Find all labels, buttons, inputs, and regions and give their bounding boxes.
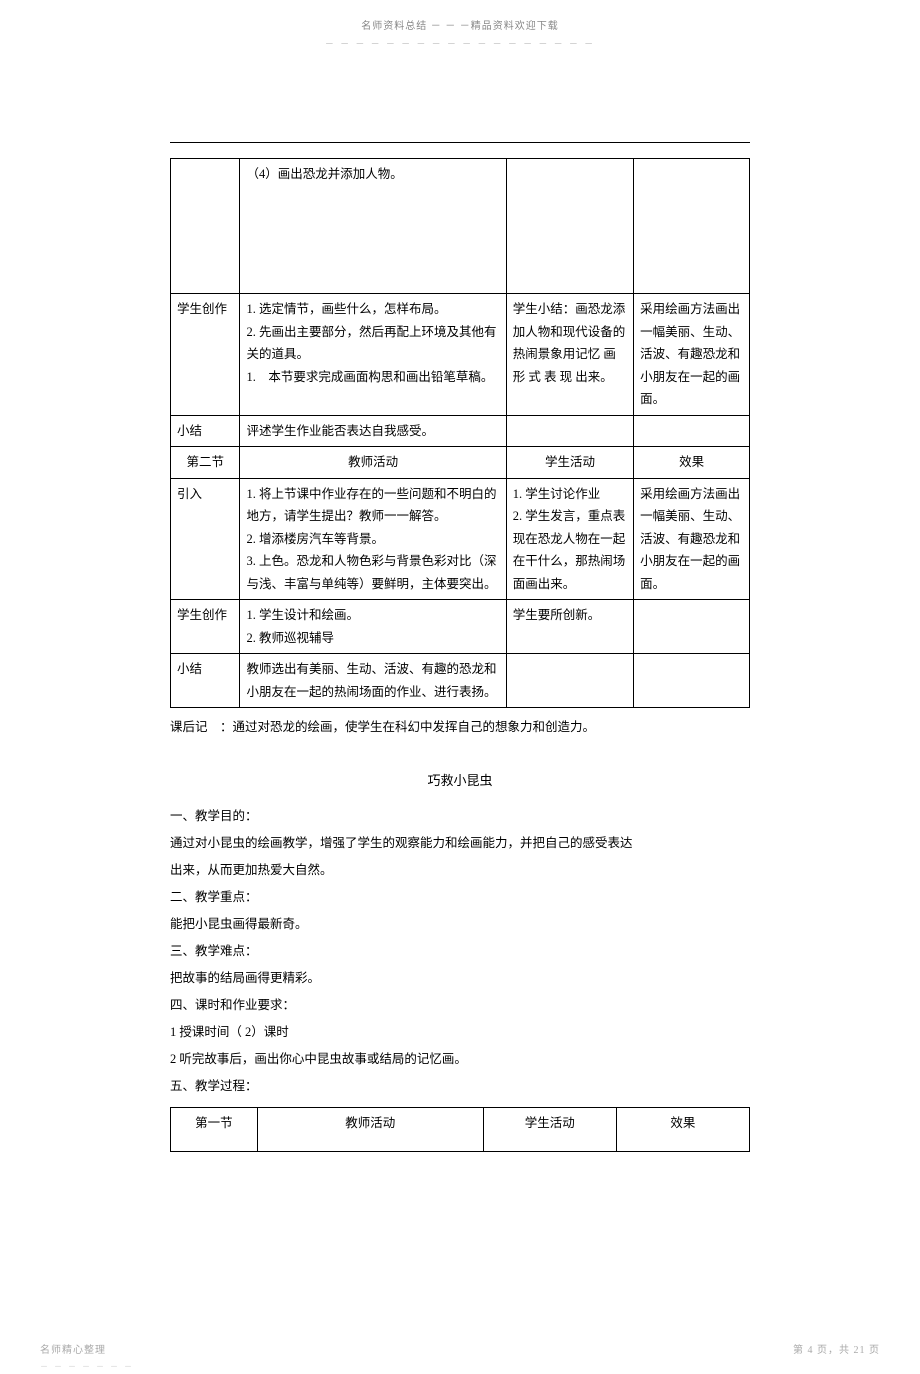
page-content: （4）画出恐龙并添加人物。学生创作1. 选定情节，画些什么，怎样布局。2. 先画… [0,52,920,1172]
table-cell: 1. 选定情节，画些什么，怎样布局。2. 先画出主要部分，然后再配上环境及其他有… [240,294,506,416]
table-cell [634,654,750,708]
table2-header-3: 学生活动 [483,1108,616,1152]
table-cell: 小结 [171,415,240,447]
footer-right: 第 4 页，共 21 页 [793,1342,880,1360]
body-text-block: 一、教学目的： 通过对小昆虫的绘画教学，增强了学生的观察能力和绘画能力，并把自己… [170,804,750,1099]
table-cell: 采用绘画方法画出一幅美丽、生动、活波、有趣恐龙和小朋友在一起的画面。 [634,478,750,600]
table-cell [506,654,633,708]
table-cell: （4）画出恐龙并添加人物。 [240,159,506,294]
page-footer: 名师精心整理 第 4 页，共 21 页 [0,1342,920,1360]
body-p2: 通过对小昆虫的绘画教学，增强了学生的观察能力和绘画能力，并把自己的感受表达 [170,831,750,856]
page-header-line1: 名师资料总结 － － －精品资料欢迎下载 [0,0,920,36]
table-cell: 效果 [634,447,750,479]
table-cell: 学生活动 [506,447,633,479]
footer-left: 名师精心整理 [40,1342,106,1360]
table-cell [634,159,750,294]
table-cell: 小结 [171,654,240,708]
body-p7: 把故事的结局画得更精彩。 [170,966,750,991]
table-cell: 教师活动 [240,447,506,479]
table-row: 学生创作1. 选定情节，画些什么，怎样布局。2. 先画出主要部分，然后再配上环境… [171,294,750,416]
table-row: 小结评述学生作业能否表达自我感受。 [171,415,750,447]
body-p10: 2 听完故事后，画出你心中昆虫故事或结局的记忆画。 [170,1047,750,1072]
table2-header-1: 第一节 [171,1108,258,1152]
body-p8: 四、课时和作业要求： [170,993,750,1018]
page-header-line2: － － － － － － － － － － － － － － － － － － [0,36,920,52]
table-cell: 评述学生作业能否表达自我感受。 [240,415,506,447]
body-p11: 五、教学过程： [170,1074,750,1099]
table2-header-4: 效果 [616,1108,749,1152]
table2-header-2: 教师活动 [257,1108,483,1152]
table-row: 学生创作1. 学生设计和绘画。2. 教师巡视辅导学生要所创新。 [171,600,750,654]
table-cell [506,159,633,294]
table-cell: 第二节 [171,447,240,479]
table-cell: 采用绘画方法画出一幅美丽、生动、活波、有趣恐龙和小朋友在一起的画面。 [634,294,750,416]
table-cell [634,600,750,654]
table-cell: 学生小结：画恐龙添加人物和现代设备的热闹景象用记忆 画 形 式 表 现 出来。 [506,294,633,416]
section-title: 巧救小昆虫 [170,769,750,792]
table-cell: 学生创作 [171,600,240,654]
table-cell [171,159,240,294]
table-cell [506,415,633,447]
body-p4: 二、教学重点： [170,885,750,910]
page-footer-sub: － － － － － － － [0,1360,920,1374]
table-row: 小结教师选出有美丽、生动、活波、有趣的恐龙和小朋友在一起的热闹场面的作业、进行表… [171,654,750,708]
body-p5: 能把小昆虫画得最新奇。 [170,912,750,937]
table-cell: 1. 学生设计和绘画。2. 教师巡视辅导 [240,600,506,654]
secondary-table: 第一节 教师活动 学生活动 效果 [170,1107,750,1152]
after-table-text: 课后记 ：通过对恐龙的绘画，使学生在科幻中发挥自己的想象力和创造力。 [170,716,750,739]
table-cell [634,415,750,447]
body-p3: 出来，从而更加热爱大自然。 [170,858,750,883]
table-cell: 学生创作 [171,294,240,416]
table-cell: 1. 学生讨论作业2. 学生发言，重点表现在恐龙人物在一起在干什么，那热闹场面画… [506,478,633,600]
table2-header-row: 第一节 教师活动 学生活动 效果 [171,1108,750,1152]
table-cell: 教师选出有美丽、生动、活波、有趣的恐龙和小朋友在一起的热闹场面的作业、进行表扬。 [240,654,506,708]
table-row: （4）画出恐龙并添加人物。 [171,159,750,294]
top-divider [170,142,750,143]
table-row: 引入1. 将上节课中作业存在的一些问题和不明白的地方，请学生提出？教师一一解答。… [171,478,750,600]
body-p6: 三、教学难点： [170,939,750,964]
table-row: 第二节教师活动学生活动效果 [171,447,750,479]
table-cell: 学生要所创新。 [506,600,633,654]
table-cell: 引入 [171,478,240,600]
main-table: （4）画出恐龙并添加人物。学生创作1. 选定情节，画些什么，怎样布局。2. 先画… [170,158,750,708]
body-p9: 1 授课时间（ 2）课时 [170,1020,750,1045]
body-p1: 一、教学目的： [170,804,750,829]
footer-left-sub: － － － － － － － [40,1362,134,1371]
table-cell: 1. 将上节课中作业存在的一些问题和不明白的地方，请学生提出？教师一一解答。2.… [240,478,506,600]
